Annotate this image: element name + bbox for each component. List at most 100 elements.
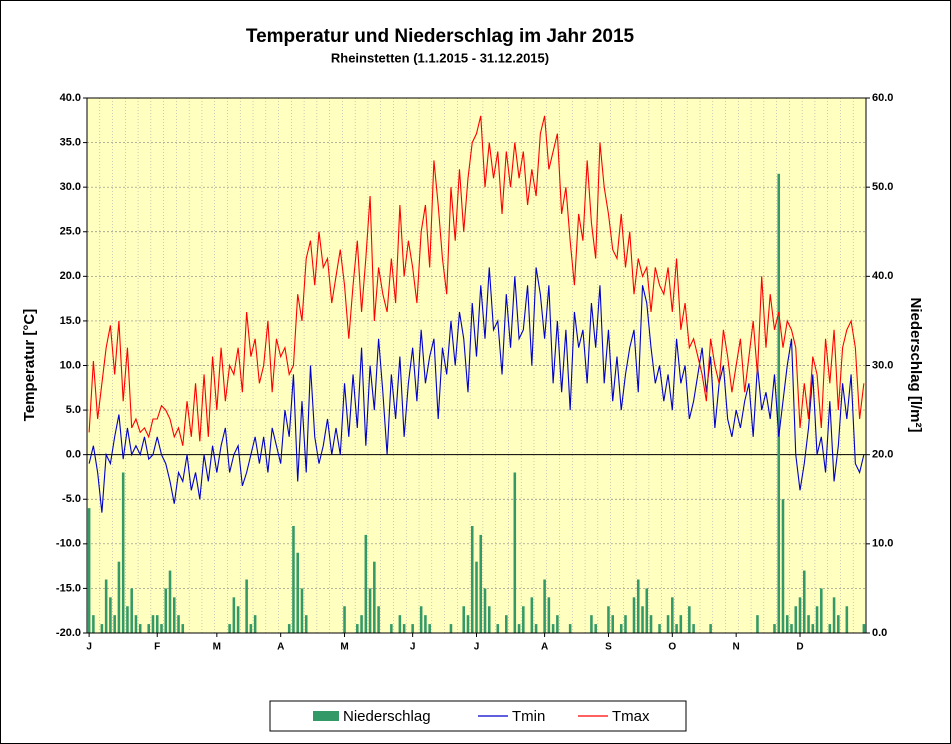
y-tick-label: 20.0 — [60, 270, 81, 282]
y-tick-label: 15.0 — [60, 315, 81, 327]
bar — [483, 588, 487, 633]
bar — [862, 624, 866, 633]
bar — [126, 606, 129, 633]
x-tick-label: D — [796, 642, 803, 653]
bar — [121, 472, 125, 633]
bar — [675, 624, 678, 633]
x-tick-label: M — [340, 642, 348, 653]
y-tick-label: 25.0 — [60, 226, 81, 238]
bar — [534, 624, 538, 633]
bar — [611, 615, 614, 633]
chart-subtitle: Rheinstetten (1.1.2015 - 31.12.2015) — [331, 50, 549, 65]
bar — [594, 624, 597, 633]
bar — [556, 615, 559, 633]
bar — [87, 508, 91, 633]
bar — [709, 624, 712, 633]
bar — [138, 624, 142, 633]
bar — [402, 624, 406, 633]
bar — [641, 606, 644, 633]
y2-tick-label: 20.0 — [872, 449, 893, 461]
bar — [134, 615, 138, 633]
x-tick-label: J — [410, 642, 416, 653]
bar — [568, 624, 572, 633]
bar — [228, 624, 231, 633]
bar — [692, 624, 695, 633]
bar — [100, 624, 104, 633]
x-tick-label: M — [213, 642, 221, 653]
bar — [505, 615, 508, 633]
bar — [428, 624, 431, 633]
bar — [590, 615, 593, 633]
bar — [679, 615, 683, 633]
bar — [785, 615, 789, 633]
bar — [645, 588, 649, 633]
bar — [245, 579, 248, 633]
bar — [470, 526, 474, 633]
bar — [356, 624, 359, 633]
bar — [236, 606, 240, 633]
bar — [419, 606, 423, 633]
bar — [798, 597, 802, 633]
bar — [811, 624, 815, 633]
y2-tick-label: 50.0 — [872, 181, 893, 193]
bar — [113, 615, 116, 633]
y-tick-label: -5.0 — [62, 493, 81, 505]
bar — [172, 597, 176, 633]
legend-label: Tmin — [512, 708, 545, 725]
bar — [368, 588, 372, 633]
bar — [390, 624, 393, 633]
bar — [424, 615, 427, 633]
bar — [130, 588, 133, 633]
bar — [104, 579, 108, 633]
bar — [479, 534, 483, 633]
bar — [287, 624, 291, 633]
line — [88, 267, 865, 513]
bar — [117, 561, 121, 633]
bar — [253, 615, 257, 633]
bar — [807, 615, 810, 633]
bar — [249, 624, 253, 633]
bar — [155, 615, 159, 633]
bar — [773, 624, 776, 633]
legend-swatch — [313, 711, 339, 721]
y-tick-label: -10.0 — [56, 538, 81, 550]
bar — [790, 624, 793, 633]
bar — [832, 597, 836, 633]
bar — [607, 606, 610, 633]
bar — [530, 597, 534, 633]
bar — [449, 624, 453, 633]
bar — [636, 579, 640, 633]
y2-axis-label: Niederschlag [l/m²] — [907, 297, 924, 432]
y2-tick-label: 10.0 — [872, 538, 893, 550]
bar — [364, 534, 368, 633]
y-tick-label: 10.0 — [60, 359, 81, 371]
bar — [543, 579, 546, 633]
bar — [109, 597, 112, 633]
bar — [522, 606, 525, 633]
y-tick-label: 30.0 — [60, 181, 81, 193]
x-tick-label: J — [474, 642, 480, 653]
bar — [164, 588, 168, 633]
legend-items: Niederschlag Tmin Tmax — [313, 708, 650, 725]
bar — [300, 588, 304, 633]
bar — [619, 624, 623, 633]
bar — [649, 615, 653, 633]
line — [88, 115, 865, 446]
x-tick-label: A — [541, 642, 548, 653]
bar — [513, 472, 517, 633]
bar — [160, 624, 163, 633]
chart-title: Temperatur und Niederschlag im Jahr 2015 — [246, 26, 635, 47]
bar — [837, 615, 840, 633]
bar — [828, 624, 832, 633]
bar — [658, 624, 661, 633]
legend-label: Tmax — [612, 708, 650, 725]
bar — [466, 615, 470, 633]
y-tick-label: 35.0 — [60, 136, 81, 148]
bar — [373, 561, 376, 633]
bar — [517, 624, 521, 633]
bar — [151, 615, 155, 633]
y-tick-label: 0.0 — [66, 449, 81, 461]
bar — [177, 615, 180, 633]
bar — [462, 606, 466, 633]
bar — [632, 597, 636, 633]
